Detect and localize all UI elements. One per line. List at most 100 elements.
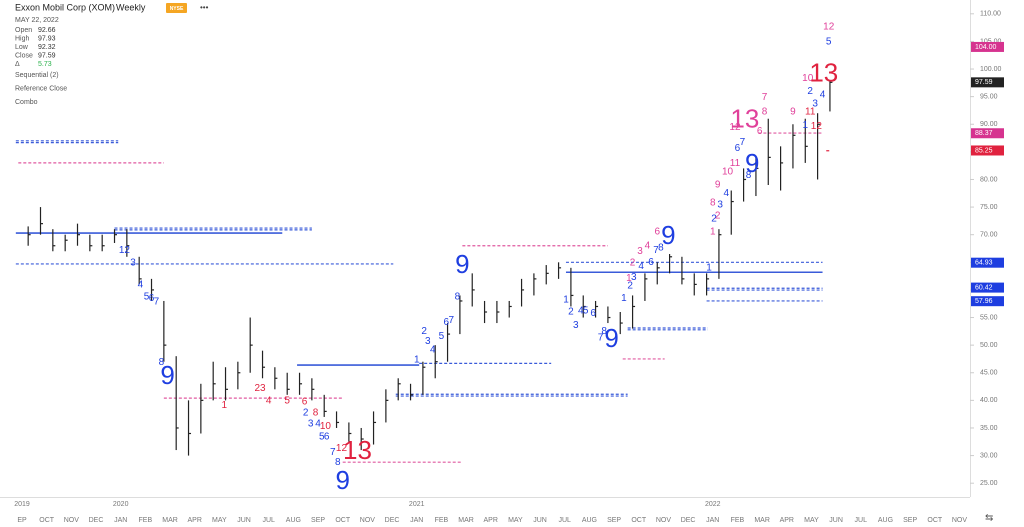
sequential-count: 8 — [762, 107, 768, 118]
sequential-count: 6 — [324, 431, 330, 442]
sequential-count: 4 — [315, 419, 321, 430]
sequential-count: 2 — [807, 86, 813, 97]
sequential-count: 1 — [802, 120, 808, 131]
x-tick-label: NOV — [952, 517, 968, 524]
indicator[interactable]: Sequential (2) — [15, 72, 59, 79]
sequential-count: 7 — [762, 92, 768, 103]
sequential-count: 7 — [330, 447, 336, 458]
x-tick-label: MAR — [458, 517, 474, 524]
sequential-count: 1 — [626, 273, 632, 284]
x-tick-label: AUG — [286, 517, 301, 524]
y-tick-label: 95.00 — [980, 93, 998, 100]
sequential-count: 4 — [638, 261, 644, 272]
sequential-count: 7 — [653, 245, 659, 256]
y-tick-label: 110.00 — [980, 11, 1001, 18]
y-tick-label: 55.00 — [980, 314, 998, 321]
indicator[interactable]: Combo — [15, 99, 38, 106]
price-tag-label: 57.96 — [975, 298, 993, 305]
exchange: NYSE — [170, 6, 184, 12]
sequential-count-big: 13 — [730, 103, 759, 133]
sequential-count-big: 9 — [160, 360, 174, 390]
x-tick-label: NOV — [656, 517, 672, 524]
x-tick-label: SEP — [311, 517, 325, 524]
x-tick-label: FEB — [139, 517, 153, 524]
x-tick-label: MAY — [212, 517, 227, 524]
x-tick-label: MAY — [508, 517, 523, 524]
sequential-count: 12 — [811, 121, 823, 132]
date: MAY 22, 2022 — [15, 17, 59, 24]
sequential-count: 8 — [455, 292, 461, 303]
sequential-count: 5 — [284, 396, 290, 407]
sequential-count: 4 — [430, 345, 436, 356]
y-tick-label: 40.00 — [980, 397, 998, 404]
sequential-count: 1 — [563, 294, 569, 305]
price-tag-label: 85.25 — [975, 147, 993, 154]
x-tick-label: FEB — [731, 517, 745, 524]
x-tick-label: OCT — [631, 517, 647, 524]
menu[interactable]: ••• — [200, 3, 209, 12]
price-tag — [971, 77, 1004, 88]
stat-label: High — [15, 35, 30, 42]
sequential-count: 1 — [621, 293, 627, 304]
sequential-count: 11 — [730, 158, 741, 169]
sequential-count: 3 — [425, 336, 431, 347]
sequential-count: 5 — [439, 331, 445, 342]
y-tick-label: 35.00 — [980, 425, 998, 432]
sequential-count: 7 — [740, 137, 746, 148]
sequential-count: 11 — [805, 107, 816, 118]
stat-label: Close — [15, 52, 33, 59]
sequential-count: 6 — [590, 308, 596, 319]
x-tick-label: JUN — [237, 517, 251, 524]
x-tick-label: DEC — [89, 517, 104, 524]
sequential-count: 2 — [421, 326, 427, 337]
x-tick-label: JAN — [114, 517, 127, 524]
sequential-count: 8 — [313, 408, 319, 419]
sequential-count: 23 — [255, 383, 267, 394]
sequential-count: 5 — [826, 37, 832, 48]
price-tag — [971, 145, 1004, 156]
sequential-count: 6 — [444, 317, 450, 328]
x-tick-label: JAN — [410, 517, 423, 524]
sequential-count: 5 — [144, 292, 150, 303]
stat-label: Δ — [15, 61, 20, 68]
exchange-badge[interactable] — [166, 3, 187, 13]
sequential-count: 9 — [715, 180, 721, 191]
x-tick-label: JAN — [706, 517, 719, 524]
sequential-count: 2 — [568, 307, 574, 318]
sequential-count: 3 — [130, 257, 136, 268]
price-tag — [971, 296, 1004, 307]
y-tick-label: 75.00 — [980, 204, 998, 211]
sequential-count-big: 13 — [809, 57, 838, 87]
sequential-count: 12 — [729, 122, 741, 133]
indicator[interactable]: Reference Close — [15, 85, 67, 92]
sequential-count-big: 9 — [335, 465, 349, 495]
sequential-count: 3 — [637, 246, 643, 257]
sequential-count-big: 9 — [745, 148, 759, 178]
sequential-count: 10 — [320, 421, 332, 432]
sequential-count: 5 — [583, 306, 589, 317]
x-tick-label: DEC — [385, 517, 400, 524]
sequential-count: 6 — [654, 227, 660, 238]
sequential-count: 3 — [573, 320, 579, 331]
sequential-count: 2 — [715, 211, 721, 222]
sequential-count: 5 — [319, 431, 325, 442]
year-label: 2019 — [14, 501, 30, 508]
y-tick-label: 105.00 — [980, 38, 1002, 45]
sequential-count: 2 — [711, 213, 717, 224]
sequential-count: 3 — [631, 272, 637, 283]
sequential-count: 12 — [823, 22, 835, 33]
sequential-count: 6 — [735, 143, 741, 154]
swap-icon[interactable]: ⇆ — [985, 513, 993, 524]
x-tick-label: JUN — [533, 517, 547, 524]
year-label: 2022 — [705, 501, 721, 508]
sequential-count: 6 — [648, 257, 654, 268]
x-tick-label: MAR — [162, 517, 178, 524]
x-tick-label: NOV — [360, 517, 376, 524]
y-tick-label: 70.00 — [980, 232, 998, 239]
x-tick-label: EP — [17, 517, 27, 524]
sequential-count: 3 — [812, 98, 818, 109]
sequential-count: 8 — [746, 170, 752, 181]
sequential-count-big: 9 — [604, 323, 618, 353]
price-tag — [971, 282, 1004, 293]
